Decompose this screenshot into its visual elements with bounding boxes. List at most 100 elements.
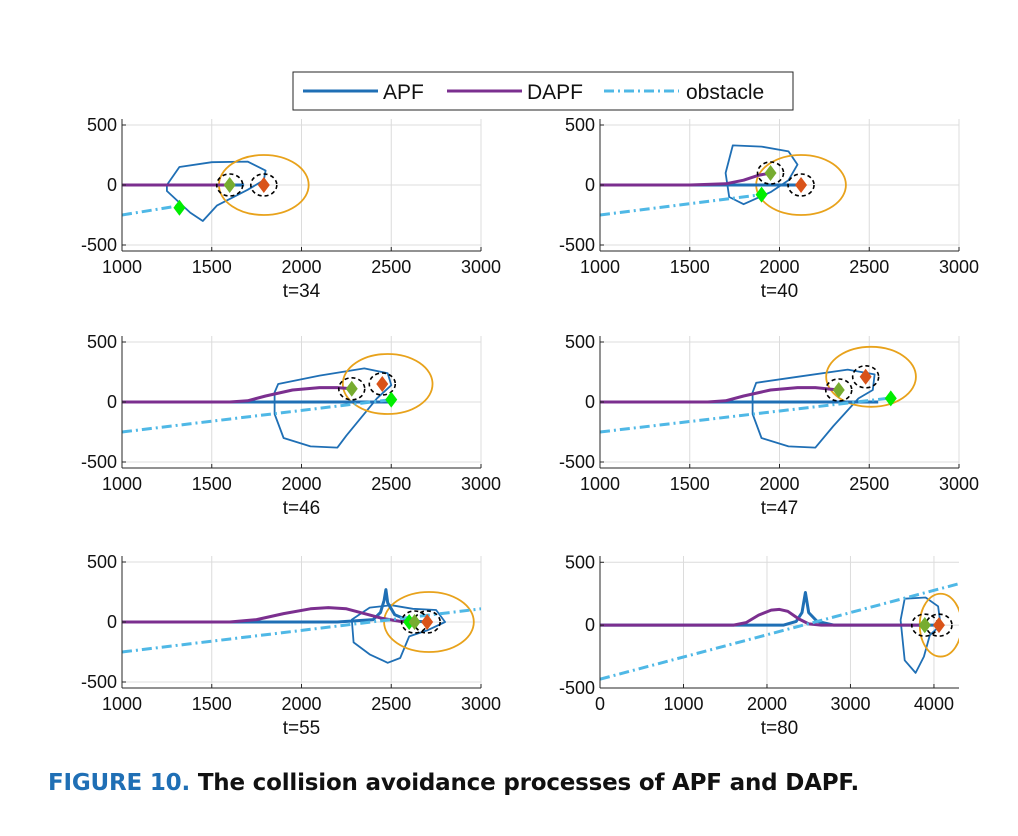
series-obstacle (600, 193, 762, 217)
dapf-ship-marker (918, 617, 931, 634)
x-tick-label: 2500 (849, 474, 889, 494)
x-tick-label: 0 (595, 694, 605, 714)
x-tick-label: 2000 (747, 694, 787, 714)
dapf-ship-marker (832, 382, 845, 398)
x-tick-label: 1500 (670, 257, 710, 277)
x-tick-label: 2500 (371, 474, 411, 494)
dapf-ship-marker (345, 380, 358, 397)
dapf-ship-zone (824, 378, 853, 402)
apf-region-boundary (273, 367, 393, 449)
subplot-t-34: 1000 1500 2000 2500 3000 -500 0 500 t=34 (81, 115, 501, 302)
y-tick-label: 500 (87, 332, 117, 352)
series-dapf (122, 386, 352, 404)
y-tick-label: -500 (81, 452, 117, 472)
subplot-title: t=34 (283, 281, 321, 302)
y-tick-label: 0 (585, 175, 595, 195)
y-tick-label: 500 (87, 115, 117, 135)
plot-content (122, 353, 434, 449)
safety-circle (825, 345, 917, 408)
x-tick-label: 2500 (371, 257, 411, 277)
x-tick-label: 1500 (670, 474, 710, 494)
x-tick-label: 2500 (371, 694, 411, 714)
plot-content (122, 588, 481, 664)
y-tick-label: -500 (559, 678, 595, 698)
y-tick-label: 0 (107, 175, 117, 195)
apf-ship-marker (421, 614, 434, 630)
x-tick-label: 4000 (914, 694, 954, 714)
apf-ship-marker (376, 376, 389, 392)
caption-text: The collision avoidance processes of APF… (197, 770, 860, 796)
legend: APF DAPF obstacle (292, 71, 794, 111)
obstacle-marker (173, 199, 186, 216)
obstacle-marker (755, 186, 768, 203)
x-tick-label: 2000 (759, 257, 799, 277)
x-tick-label: 3000 (830, 694, 870, 714)
y-tick-label: 500 (565, 115, 595, 135)
dapf-ship-marker (223, 177, 236, 193)
apf-ship-marker (257, 177, 270, 193)
x-tick-label: 2500 (849, 257, 889, 277)
subplot-t-47: 1000 1500 2000 2500 3000 -500 0 500 t=47 (559, 332, 979, 519)
x-tick-label: 1000 (580, 257, 620, 277)
series-obstacle (122, 398, 392, 434)
apf-ship-zone (250, 173, 278, 197)
dapf-ship-marker (408, 614, 421, 630)
x-tick-label: 3000 (461, 474, 501, 494)
x-tick-label: 2000 (281, 257, 321, 277)
dapf-ship-zone (337, 376, 366, 401)
subplot-title: t=40 (761, 281, 799, 302)
x-tick-label: 1000 (102, 257, 142, 277)
dapf-ship-zone (215, 173, 244, 197)
y-tick-label: -500 (559, 452, 595, 472)
x-tick-label: 3000 (939, 257, 979, 277)
legend-label-obstacle: obstacle (686, 81, 764, 104)
apf-region-boundary (165, 160, 267, 222)
y-tick-label: 500 (565, 552, 595, 572)
legend-label-apf: APF (383, 81, 424, 104)
series-obstacle (122, 203, 182, 217)
dapf-ship-zone (756, 161, 785, 185)
plot-content (600, 144, 847, 217)
series-obstacle (600, 582, 959, 681)
subplot-title: t=80 (761, 718, 799, 739)
apf-ship-marker (795, 177, 808, 193)
apf-ship-marker (932, 617, 945, 634)
plot-content (600, 582, 959, 681)
series-apf (122, 588, 428, 624)
apf-ship-marker (859, 368, 872, 385)
x-tick-label: 2000 (281, 474, 321, 494)
y-tick-label: -500 (81, 672, 117, 692)
figure-caption: FIGURE 10. The collision avoidance proce… (48, 770, 859, 796)
x-tick-label: 3000 (461, 694, 501, 714)
x-tick-label: 1000 (102, 474, 142, 494)
x-tick-label: 3000 (461, 257, 501, 277)
subplot-t-55: 1000 1500 2000 2500 3000 -500 0 500 t=55 (81, 552, 501, 739)
plot-content (600, 345, 917, 449)
series-dapf (600, 607, 925, 627)
apf-region-boundary (751, 368, 876, 449)
x-tick-label: 1000 (580, 474, 620, 494)
series-obstacle (600, 396, 888, 434)
plot-area (600, 556, 959, 688)
x-tick-label: 2000 (281, 694, 321, 714)
dapf-ship-marker (764, 165, 777, 181)
apf-region-boundary (899, 596, 942, 674)
x-tick-label: 1500 (192, 257, 232, 277)
subplot-title: t=46 (283, 498, 321, 519)
subplot-title: t=55 (283, 718, 321, 739)
series-dapf (600, 171, 771, 187)
obstacle-marker (385, 391, 398, 408)
y-tick-label: -500 (81, 235, 117, 255)
apf-region-boundary (724, 144, 799, 206)
y-tick-label: 0 (107, 392, 117, 412)
obstacle-marker (884, 390, 897, 407)
apf-ship-zone (787, 173, 815, 197)
x-tick-label: 2000 (759, 474, 799, 494)
apf-ship-zone (851, 364, 880, 389)
legend-label-dapf: DAPF (527, 81, 583, 104)
subplot-t-46: 1000 1500 2000 2500 3000 -500 0 500 t=46 (81, 332, 501, 519)
y-tick-label: 500 (87, 552, 117, 572)
